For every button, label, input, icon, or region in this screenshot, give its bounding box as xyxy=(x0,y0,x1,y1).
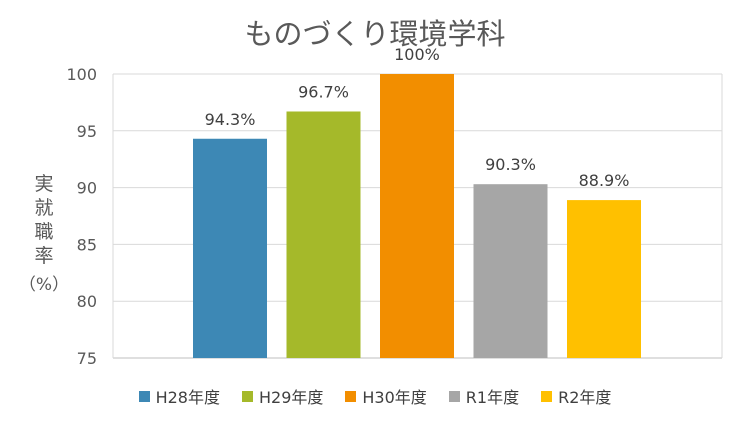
legend-item: H29年度 xyxy=(241,384,324,408)
y-axis-label-part: 率 xyxy=(34,245,53,267)
legend-label: H30年度 xyxy=(362,388,427,407)
legend-swatch xyxy=(241,390,253,402)
y-tick-label: 80 xyxy=(77,292,97,311)
data-label: 90.3% xyxy=(485,155,536,174)
y-axis-ticks: 75 80 85 90 95 100 xyxy=(66,65,97,368)
y-axis-label-part: （%） xyxy=(19,275,69,295)
legend-item: H30年度 xyxy=(345,384,427,408)
y-tick-label: 100 xyxy=(66,65,97,84)
bar-H28年度 xyxy=(193,138,267,358)
legend-label: H29年度 xyxy=(258,388,324,407)
legend: H28年度 H29年度 H30年度 R1年度 R2年度 xyxy=(0,384,750,408)
legend-item: R1年度 xyxy=(448,384,520,408)
y-axis-label-part: 就 xyxy=(34,197,53,219)
bar-H29年度 xyxy=(286,111,361,358)
legend-item: H28年度 xyxy=(138,384,220,408)
y-tick-label: 85 xyxy=(77,235,97,254)
data-label: 100% xyxy=(394,45,440,64)
bars xyxy=(193,74,641,358)
y-axis-label-part: 職 xyxy=(34,221,53,243)
y-axis-label-part: 実 xyxy=(34,173,53,195)
bar-R2年度 xyxy=(567,200,641,358)
y-tick-label: 95 xyxy=(77,122,97,141)
y-tick-label: 90 xyxy=(77,179,97,198)
data-label: 94.3% xyxy=(205,110,256,129)
legend-label: R2年度 xyxy=(558,388,612,407)
y-tick-label: 75 xyxy=(77,349,97,368)
chart-title: ものづくり環境学科 xyxy=(244,17,505,51)
data-label: 88.9% xyxy=(579,171,630,190)
bar-R1年度 xyxy=(473,184,548,358)
data-label: 96.7% xyxy=(298,82,349,101)
legend-swatch xyxy=(541,390,553,402)
legend-swatch xyxy=(448,390,460,402)
legend-swatch xyxy=(345,390,357,402)
legend-label: H28年度 xyxy=(155,388,220,407)
bar-H30年度 xyxy=(380,74,454,358)
data-labels: 94.3% 96.7% 100% 90.3% 88.9% xyxy=(205,45,630,190)
legend-label: R1年度 xyxy=(465,388,520,407)
legend-swatch xyxy=(138,390,150,402)
legend-item: R2年度 xyxy=(541,384,611,408)
